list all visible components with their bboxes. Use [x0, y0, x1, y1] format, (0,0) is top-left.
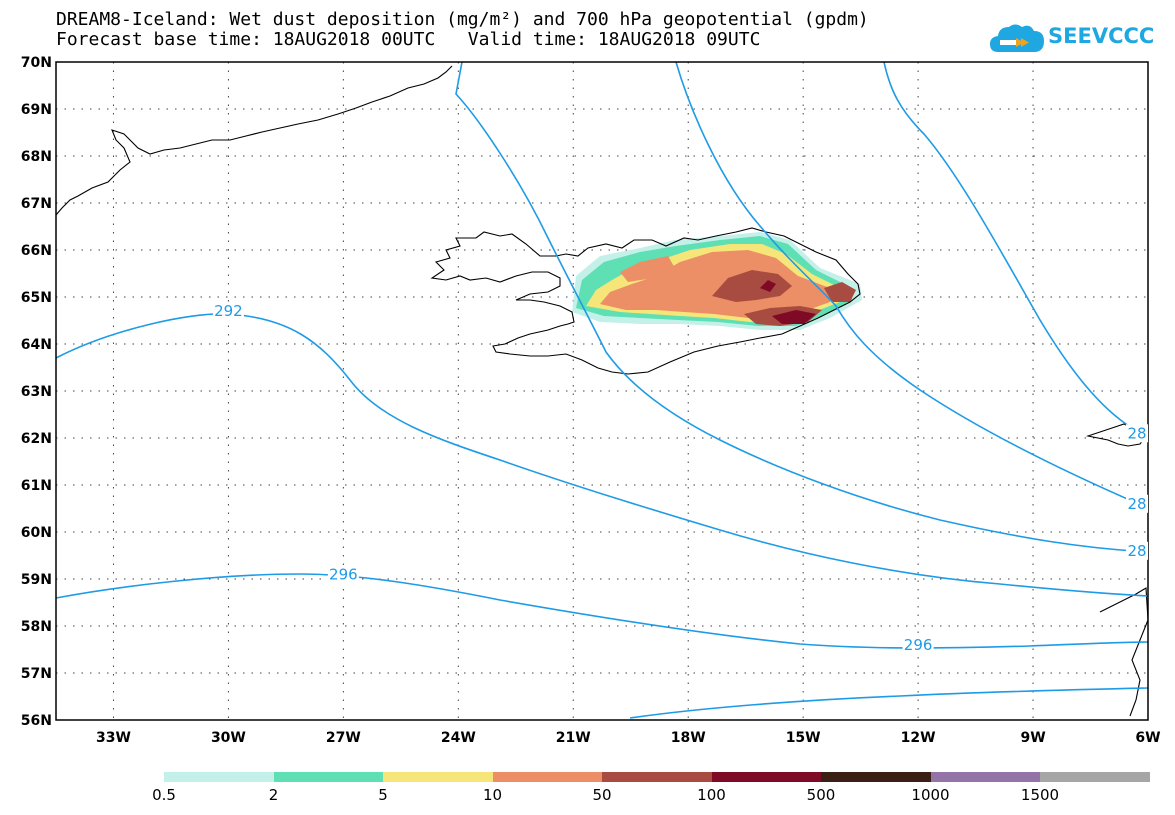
- lat-tick-label: 67N: [21, 196, 52, 212]
- lat-tick-label: 63N: [21, 384, 52, 400]
- seevccc-logo: SEEVCCC: [990, 18, 1154, 58]
- lat-tick-label: 64N: [21, 337, 52, 353]
- lon-tick-label: 18W: [671, 730, 706, 746]
- lon-tick-label: 33W: [96, 730, 131, 746]
- graticule: [56, 62, 1148, 720]
- logo-text: SEEVCCC: [1048, 24, 1155, 48]
- contour-label: 28: [1127, 495, 1146, 513]
- longitude-ticks: 33W 30W 27W 24W 21W 18W 15W 12W 9W 6W: [96, 730, 1161, 746]
- lat-tick-label: 69N: [21, 102, 52, 118]
- legend-label: 10: [482, 786, 503, 804]
- legend-label: 100: [697, 786, 726, 804]
- legend-swatch: [711, 772, 821, 782]
- latitude-ticks: 56N 57N 58N 59N 60N 61N 62N 63N 64N 65N 66N 67N 68N 6…: [21, 55, 52, 729]
- lon-tick-label: 21W: [556, 730, 591, 746]
- lat-tick-label: 58N: [21, 619, 52, 635]
- contour-296: [55, 573, 1149, 649]
- lat-tick-label: 65N: [21, 290, 52, 306]
- lon-tick-label: 24W: [441, 730, 476, 746]
- coastlines: [55, 65, 1149, 717]
- contour-label: 28: [1127, 542, 1146, 560]
- contour-label: 296: [329, 565, 358, 583]
- dust-level-100b: [772, 310, 816, 324]
- legend-swatch: [164, 772, 274, 782]
- coastline-scotland: [1099, 587, 1149, 717]
- contour-label-bg: [1126, 541, 1148, 560]
- legend-label: 1500: [1020, 786, 1060, 804]
- legend-swatch: [1040, 772, 1150, 782]
- lat-tick-label: 70N: [21, 55, 52, 71]
- lat-tick-label: 68N: [21, 149, 52, 165]
- legend-swatch: [602, 772, 712, 782]
- contour-label: 292: [214, 302, 243, 320]
- lon-tick-label: 15W: [786, 730, 821, 746]
- contour-labels: 292 296 296 28 28 28: [212, 302, 1148, 654]
- legend-swatch: [821, 772, 931, 782]
- legend-label: 1000: [911, 786, 950, 804]
- contour-label: 28: [1127, 424, 1146, 442]
- dust-level-50: [712, 270, 792, 302]
- coastline-iceland: [430, 227, 861, 375]
- contour-east-2: [675, 61, 1149, 509]
- contour-label: 296: [904, 636, 933, 654]
- legend-label: 0.5: [152, 786, 176, 804]
- contour-292: [55, 313, 1149, 597]
- legend-swatch: [930, 772, 1040, 782]
- dust-level-10b: [620, 256, 676, 282]
- lat-tick-label: 59N: [21, 572, 52, 588]
- dust-deposition-field: [572, 232, 862, 330]
- lat-tick-label: 66N: [21, 243, 52, 259]
- legend-label: 5: [378, 786, 388, 804]
- lon-tick-label: 30W: [211, 730, 246, 746]
- geopotential-contours: [55, 61, 1149, 719]
- lat-tick-label: 60N: [21, 525, 52, 541]
- legend-label: 500: [806, 786, 836, 804]
- legend-label: 2: [268, 786, 279, 804]
- map-subtitle: Forecast base time: 18AUG2018 00UTC Vali…: [56, 29, 761, 50]
- legend-label: 50: [592, 786, 612, 804]
- contour-east-3: [883, 61, 1133, 429]
- lat-tick-label: 56N: [21, 713, 52, 729]
- cloud-icon: [990, 24, 1044, 52]
- legend-swatch: [383, 772, 493, 782]
- contour-label-bg: [327, 565, 359, 584]
- map-title: DREAM8-Iceland: Wet dust deposition (mg/…: [56, 9, 869, 30]
- lat-tick-label: 61N: [21, 478, 52, 494]
- dust-level-50c: [824, 282, 856, 302]
- dust-level-100: [760, 280, 776, 292]
- contour-east-1: [455, 61, 1149, 553]
- lat-tick-label: 57N: [21, 666, 52, 682]
- contour-label-bg: [212, 302, 244, 321]
- dust-level-10: [600, 250, 830, 318]
- contour-lower: [629, 687, 1149, 719]
- lon-tick-label: 27W: [326, 730, 361, 746]
- coastline-greenland: [55, 65, 453, 216]
- contour-label-bg: [902, 635, 934, 654]
- lon-tick-label: 9W: [1020, 730, 1045, 746]
- contour-label-bg: [1126, 494, 1148, 513]
- lon-tick-label: 6W: [1135, 730, 1160, 746]
- lon-tick-label: 12W: [901, 730, 936, 746]
- legend-swatch: [273, 772, 383, 782]
- plot-frame: [55, 61, 1149, 721]
- legend-swatch: [492, 772, 602, 782]
- color-legend: [164, 772, 1150, 782]
- lat-tick-label: 62N: [21, 431, 52, 447]
- contour-label-bg: [1126, 424, 1148, 443]
